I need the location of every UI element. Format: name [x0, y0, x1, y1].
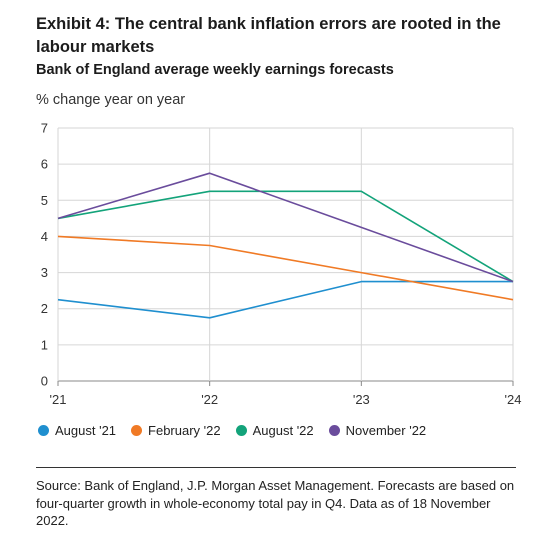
x-tick-label-0: '21 — [50, 392, 67, 407]
legend-label-august-22: August '22 — [252, 423, 314, 438]
y-tick-label-5: 5 — [41, 193, 48, 208]
legend-swatch-august-22 — [235, 425, 247, 436]
y-tick-label-7: 7 — [41, 121, 48, 136]
line-chart: 0 1 2 3 4 5 6 7 '21 '22 '23 '24 — [41, 121, 522, 408]
series-line-august-22 — [57, 190, 514, 283]
legend-item-november-22: November '22 — [328, 423, 427, 438]
footer-divider — [36, 467, 516, 468]
y-tick-label-0: 0 — [41, 374, 48, 389]
series-line-november-22 — [57, 172, 514, 283]
legend-item-august-21: August '21 — [38, 423, 116, 438]
x-tick-label-2: '23 — [353, 392, 370, 407]
legend-label-august-21: August '21 — [55, 423, 117, 438]
series-line-february-22 — [57, 235, 514, 301]
legend-swatch-november-22 — [328, 425, 340, 436]
legend-swatch-august-21 — [38, 425, 49, 436]
y-tick-label-6: 6 — [41, 157, 48, 172]
source-note: Source: Bank of England, J.P. Morgan Ass… — [36, 478, 515, 528]
legend-swatch-february-22 — [131, 425, 143, 436]
x-tick-label-1: '22 — [201, 392, 218, 407]
chart-title: Exhibit 4: The central bank inflation er… — [36, 15, 501, 56]
chart-subtitle: Bank of England average weekly earnings … — [36, 62, 394, 78]
y-tick-label-4: 4 — [41, 229, 48, 244]
chart-legend: August '21 February '22 August '22 Novem… — [38, 423, 441, 438]
x-tick-label-3: '24 — [505, 392, 522, 407]
legend-item-february-22: February '22 — [131, 423, 221, 438]
legend-label-february-22: February '22 — [148, 423, 221, 438]
legend-label-november-22: November '22 — [345, 423, 427, 438]
y-tick-label-2: 2 — [41, 301, 48, 316]
y-tick-label-3: 3 — [41, 265, 48, 280]
y-axis-unit-label: % change year on year — [36, 92, 186, 108]
y-tick-label-1: 1 — [41, 337, 48, 352]
series-line-august-21 — [57, 280, 513, 319]
legend-item-august-22: August '22 — [235, 423, 314, 438]
